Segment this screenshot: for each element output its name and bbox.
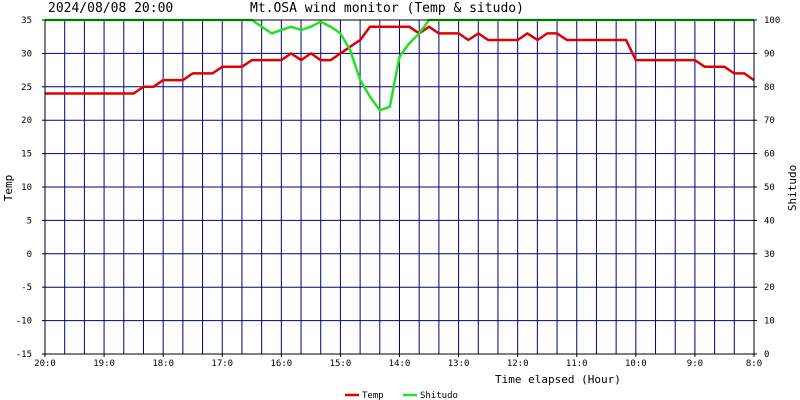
y-left-tick-label: 15 [21, 150, 32, 160]
x-axis-label: Time elapsed (Hour) [495, 373, 621, 386]
series-lines [45, 18, 755, 112]
y-right-tick-label: 90 [764, 49, 775, 59]
x-tick-label: 13:0 [448, 359, 470, 369]
x-tick-label: 19:0 [93, 359, 115, 369]
y-left-tick-label: 10 [21, 183, 32, 193]
x-tick-label: 18:0 [152, 359, 174, 369]
x-tick-label: 8:0 [746, 359, 762, 369]
legend-label-shitudo: Shitudo [420, 391, 458, 400]
y-right-tick-label: 0 [764, 350, 769, 360]
chart-title: Mt.OSA wind monitor (Temp & situdo) [250, 1, 524, 16]
grid-lines [45, 20, 754, 354]
y-right-tick-label: 20 [764, 283, 775, 293]
y-right-tick-label: 100 [764, 16, 780, 26]
y-left-tick-label: -5 [21, 283, 32, 293]
y-axis-right-label: Shitudo [786, 165, 799, 211]
x-tick-label: 16:0 [270, 359, 292, 369]
y-right-tick-label: 50 [764, 183, 775, 193]
y-left-tick-label: 0 [27, 250, 32, 260]
header-timestamp: 2024/08/08 20:00 [48, 1, 173, 16]
series-line-temp [45, 25, 755, 95]
x-axis-ticks: 20:0 19:0 18:0 17:0 16:0 15:0 14:0 13:0 12:0 11:0… [34, 354, 762, 369]
y-left-tick-label: 25 [21, 83, 32, 93]
plot-frame [44, 19, 755, 355]
y-axis-left-label: Temp [2, 175, 15, 202]
y-right-tick-label: 40 [764, 216, 775, 226]
y-left-tick-label: 5 [27, 216, 32, 226]
y-right-tick-label: 60 [764, 150, 775, 160]
y-left-tick-label: 30 [21, 49, 32, 59]
x-tick-label: 17:0 [211, 359, 233, 369]
x-tick-label: 12:0 [507, 359, 529, 369]
y-left-tick-label: 20 [21, 116, 32, 126]
y-right-tick-label: 70 [764, 116, 775, 126]
legend: Temp Shitudo [345, 391, 458, 400]
x-tick-label: 20:0 [34, 359, 56, 369]
y-right-tick-label: 10 [764, 317, 775, 327]
y-left-tick-label: 35 [21, 16, 32, 26]
y-left-tick-label: -10 [16, 317, 32, 327]
x-tick-label: 11:0 [566, 359, 588, 369]
legend-label-temp: Temp [362, 391, 384, 400]
x-tick-label: 15:0 [330, 359, 352, 369]
x-tick-label: 10:0 [625, 359, 647, 369]
x-tick-label: 9:0 [687, 359, 703, 369]
y-right-tick-label: 80 [764, 83, 775, 93]
y-right-tick-label: 30 [764, 250, 775, 260]
y-left-tick-label: -15 [16, 350, 32, 360]
x-tick-label: 14:0 [389, 359, 411, 369]
series-line-shitudo [45, 18, 754, 112]
